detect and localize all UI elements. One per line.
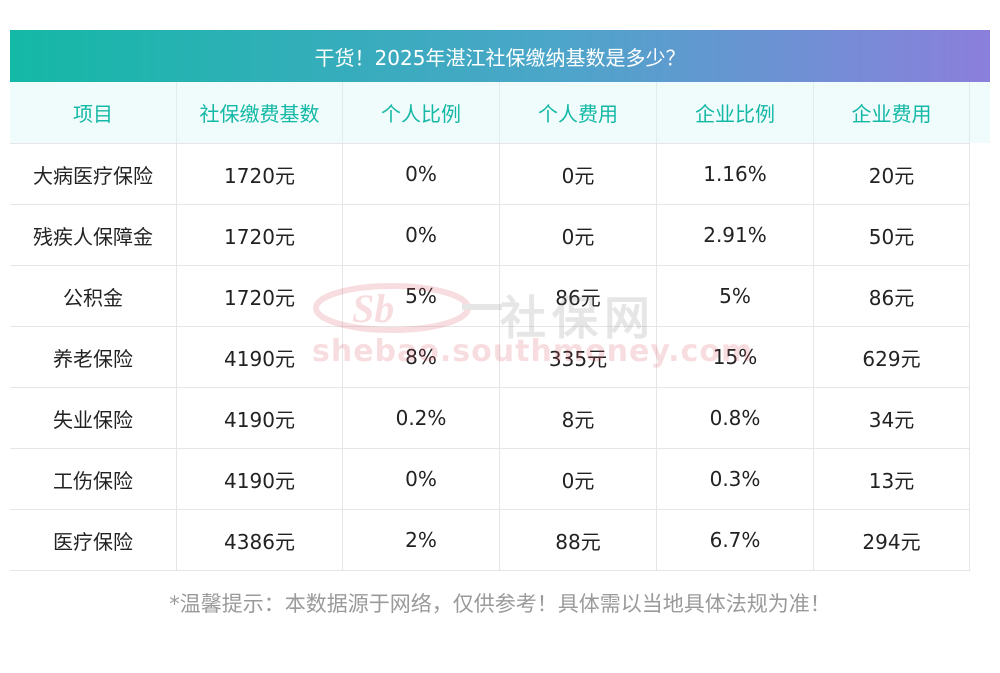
cell-company-cost: 20元 <box>814 144 970 204</box>
cell-company-cost: 50元 <box>814 205 970 265</box>
cell-base: 4190元 <box>177 388 343 448</box>
table-row: 失业保险 4190元 0.2% 8元 0.8% 34元 <box>10 388 970 449</box>
cell-company-cost: 34元 <box>814 388 970 448</box>
header-company-cost: 企业费用 <box>814 82 970 143</box>
table-row: 工伤保险 4190元 0% 0元 0.3% 13元 <box>10 449 970 510</box>
header-company-rate: 企业比例 <box>657 82 814 143</box>
header-personal-cost: 个人费用 <box>500 82 657 143</box>
cell-personal-cost: 86元 <box>500 266 657 326</box>
table-header-row: 项目 社保缴费基数 个人比例 个人费用 企业比例 企业费用 <box>10 82 990 143</box>
cell-personal-cost: 8元 <box>500 388 657 448</box>
header-base: 社保缴费基数 <box>177 82 343 143</box>
cell-base: 4190元 <box>177 449 343 509</box>
cell-company-cost: 13元 <box>814 449 970 509</box>
header-spacer <box>970 82 990 143</box>
page-title: 干货！2025年湛江社保缴纳基数是多少？ <box>314 45 686 70</box>
cell-personal-rate: 0.2% <box>343 388 500 448</box>
cell-item: 大病医疗保险 <box>10 144 177 204</box>
cell-personal-rate: 2% <box>343 510 500 570</box>
cell-item: 养老保险 <box>10 327 177 387</box>
cell-personal-rate: 0% <box>343 144 500 204</box>
cell-item: 医疗保险 <box>10 510 177 570</box>
cell-personal-cost: 0元 <box>500 205 657 265</box>
cell-personal-rate: 0% <box>343 205 500 265</box>
table-row: 残疾人保障金 1720元 0% 0元 2.91% 50元 <box>10 205 970 266</box>
cell-item: 残疾人保障金 <box>10 205 177 265</box>
cell-company-cost: 294元 <box>814 510 970 570</box>
cell-base: 1720元 <box>177 144 343 204</box>
cell-company-rate: 15% <box>657 327 814 387</box>
table-row: 公积金 1720元 5% 86元 5% 86元 <box>10 266 970 327</box>
cell-base: 4190元 <box>177 327 343 387</box>
cell-item: 工伤保险 <box>10 449 177 509</box>
cell-base: 1720元 <box>177 266 343 326</box>
title-banner: 干货！2025年湛江社保缴纳基数是多少？ <box>10 30 990 82</box>
cell-base: 1720元 <box>177 205 343 265</box>
cell-company-cost: 629元 <box>814 327 970 387</box>
cell-company-rate: 1.16% <box>657 144 814 204</box>
table-row: 养老保险 4190元 8% 335元 15% 629元 <box>10 327 970 388</box>
cell-item: 失业保险 <box>10 388 177 448</box>
cell-personal-rate: 5% <box>343 266 500 326</box>
cell-personal-cost: 0元 <box>500 449 657 509</box>
disclaimer-note: *温馨提示：本数据源于网络，仅供参考！具体需以当地具体法规为准！ <box>169 592 831 616</box>
cell-personal-rate: 0% <box>343 449 500 509</box>
header-personal-rate: 个人比例 <box>343 82 500 143</box>
cell-personal-cost: 88元 <box>500 510 657 570</box>
cell-company-rate: 2.91% <box>657 205 814 265</box>
cell-company-rate: 5% <box>657 266 814 326</box>
table-row: 医疗保险 4386元 2% 88元 6.7% 294元 <box>10 510 970 571</box>
social-insurance-table: 项目 社保缴费基数 个人比例 个人费用 企业比例 企业费用 大病医疗保险 172… <box>10 82 990 571</box>
table-row: 大病医疗保险 1720元 0% 0元 1.16% 20元 <box>10 144 970 205</box>
cell-company-rate: 6.7% <box>657 510 814 570</box>
cell-personal-cost: 0元 <box>500 144 657 204</box>
cell-personal-rate: 8% <box>343 327 500 387</box>
cell-company-cost: 86元 <box>814 266 970 326</box>
header-item: 项目 <box>10 82 177 143</box>
table-body: 大病医疗保险 1720元 0% 0元 1.16% 20元 残疾人保障金 1720… <box>10 143 970 571</box>
cell-personal-cost: 335元 <box>500 327 657 387</box>
cell-company-rate: 0.3% <box>657 449 814 509</box>
cell-item: 公积金 <box>10 266 177 326</box>
cell-company-rate: 0.8% <box>657 388 814 448</box>
cell-base: 4386元 <box>177 510 343 570</box>
